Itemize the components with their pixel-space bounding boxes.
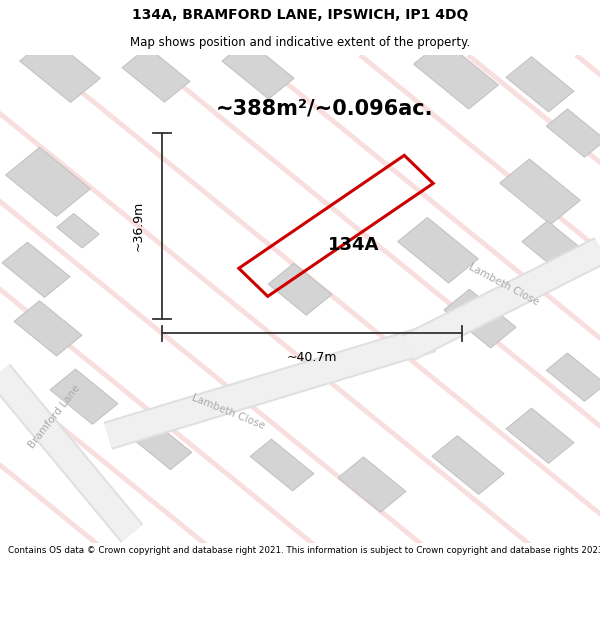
Text: 134A, BRAMFORD LANE, IPSWICH, IP1 4DQ: 134A, BRAMFORD LANE, IPSWICH, IP1 4DQ (132, 8, 468, 22)
Polygon shape (2, 242, 70, 298)
Polygon shape (547, 109, 600, 158)
Polygon shape (432, 436, 504, 494)
Text: Contains OS data © Crown copyright and database right 2021. This information is : Contains OS data © Crown copyright and d… (8, 546, 600, 555)
Text: Lambeth Close: Lambeth Close (190, 392, 266, 431)
Text: Lambeth Close: Lambeth Close (467, 262, 541, 307)
Polygon shape (506, 408, 574, 463)
Polygon shape (5, 148, 91, 216)
Polygon shape (20, 37, 100, 102)
Text: ~40.7m: ~40.7m (287, 351, 337, 364)
Polygon shape (250, 439, 314, 491)
Polygon shape (547, 353, 600, 401)
Polygon shape (268, 263, 332, 315)
Polygon shape (444, 289, 516, 348)
Polygon shape (133, 421, 191, 469)
Text: ~388m²/~0.096ac.: ~388m²/~0.096ac. (215, 99, 433, 119)
Polygon shape (122, 47, 190, 102)
Polygon shape (14, 301, 82, 356)
Polygon shape (398, 217, 478, 283)
Polygon shape (50, 369, 118, 424)
Polygon shape (522, 221, 594, 279)
Polygon shape (57, 214, 99, 248)
Polygon shape (338, 457, 406, 512)
Polygon shape (500, 159, 580, 224)
Text: 134A: 134A (328, 236, 380, 254)
Text: Map shows position and indicative extent of the property.: Map shows position and indicative extent… (130, 36, 470, 49)
Polygon shape (413, 40, 499, 109)
Text: ~36.9m: ~36.9m (131, 201, 145, 251)
Polygon shape (222, 40, 294, 99)
Polygon shape (506, 57, 574, 112)
Text: Bramford Lane: Bramford Lane (26, 382, 82, 450)
